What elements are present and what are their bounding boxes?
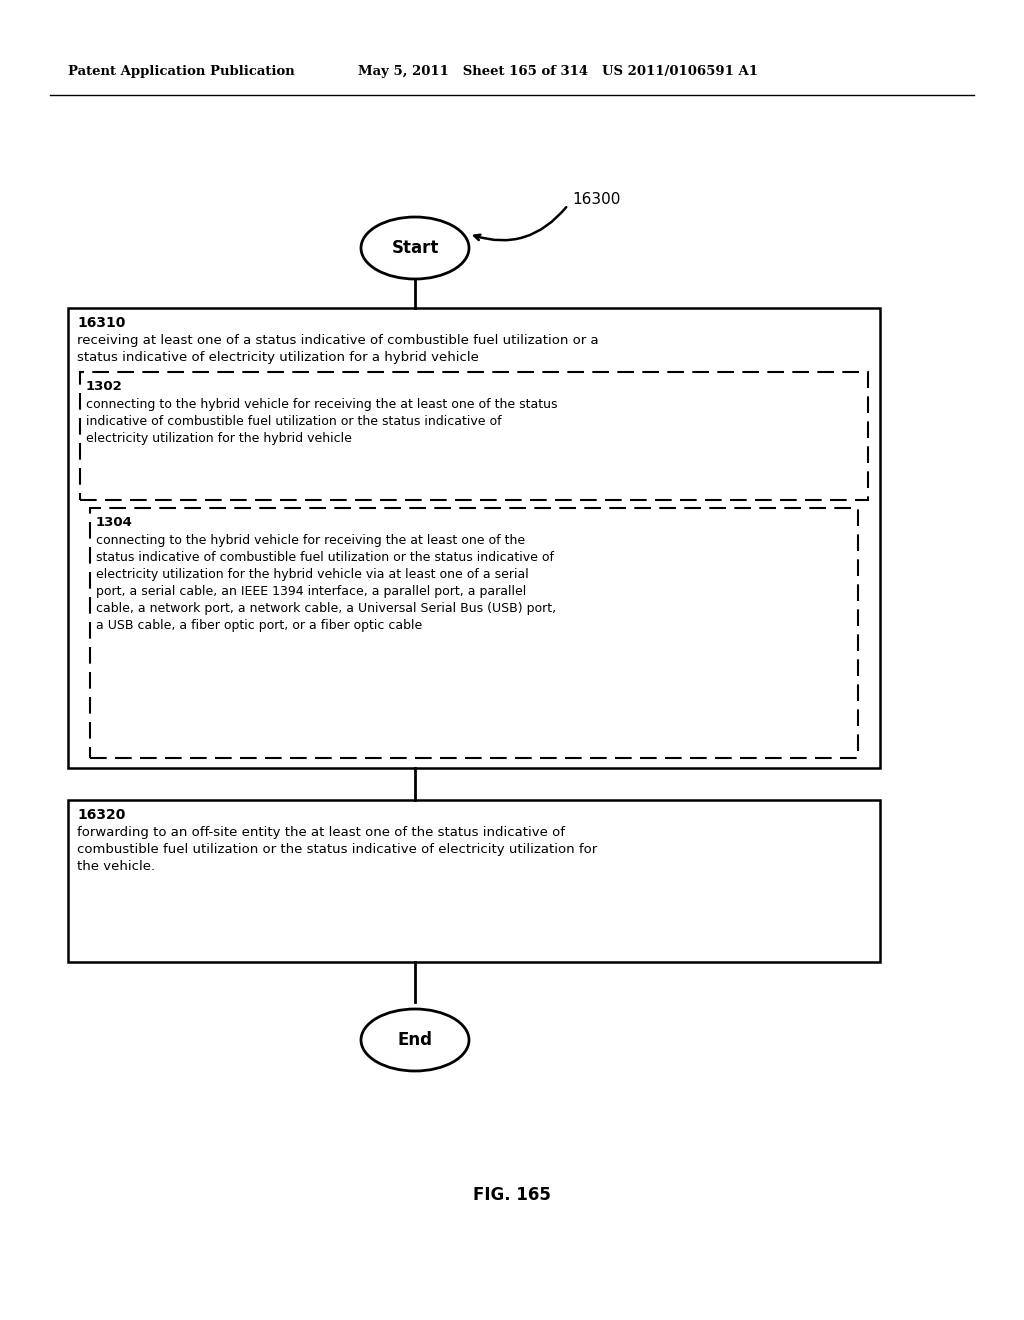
Ellipse shape bbox=[361, 216, 469, 279]
Text: May 5, 2011   Sheet 165 of 314   US 2011/0106591 A1: May 5, 2011 Sheet 165 of 314 US 2011/010… bbox=[358, 66, 758, 78]
Bar bbox=[68, 800, 880, 962]
Bar bbox=[90, 508, 858, 758]
Text: status indicative of electricity utilization for a hybrid vehicle: status indicative of electricity utiliza… bbox=[77, 351, 479, 364]
Text: combustible fuel utilization or the status indicative of electricity utilization: combustible fuel utilization or the stat… bbox=[77, 843, 597, 855]
Text: Start: Start bbox=[391, 239, 438, 257]
Text: End: End bbox=[397, 1031, 432, 1049]
Text: port, a serial cable, an IEEE 1394 interface, a parallel port, a parallel: port, a serial cable, an IEEE 1394 inter… bbox=[96, 585, 526, 598]
Text: electricity utilization for the hybrid vehicle: electricity utilization for the hybrid v… bbox=[86, 432, 352, 445]
Ellipse shape bbox=[361, 1008, 469, 1071]
Text: 16320: 16320 bbox=[77, 808, 125, 822]
Text: a USB cable, a fiber optic port, or a fiber optic cable: a USB cable, a fiber optic port, or a fi… bbox=[96, 619, 422, 632]
Text: electricity utilization for the hybrid vehicle via at least one of a serial: electricity utilization for the hybrid v… bbox=[96, 568, 528, 581]
Text: receiving at least one of a status indicative of combustible fuel utilization or: receiving at least one of a status indic… bbox=[77, 334, 599, 347]
Text: the vehicle.: the vehicle. bbox=[77, 861, 155, 873]
Text: indicative of combustible fuel utilization or the status indicative of: indicative of combustible fuel utilizati… bbox=[86, 414, 502, 428]
Text: FIG. 165: FIG. 165 bbox=[473, 1185, 551, 1204]
Text: cable, a network port, a network cable, a Universal Serial Bus (USB) port,: cable, a network port, a network cable, … bbox=[96, 602, 556, 615]
Text: connecting to the hybrid vehicle for receiving the at least one of the: connecting to the hybrid vehicle for rec… bbox=[96, 535, 525, 546]
Bar bbox=[80, 372, 868, 500]
Text: forwarding to an off-site entity the at least one of the status indicative of: forwarding to an off-site entity the at … bbox=[77, 826, 565, 840]
Text: connecting to the hybrid vehicle for receiving the at least one of the status: connecting to the hybrid vehicle for rec… bbox=[86, 399, 557, 411]
Text: 16300: 16300 bbox=[572, 193, 621, 207]
Text: status indicative of combustible fuel utilization or the status indicative of: status indicative of combustible fuel ut… bbox=[96, 550, 554, 564]
Text: 16310: 16310 bbox=[77, 315, 125, 330]
Bar bbox=[68, 308, 880, 768]
Text: 1304: 1304 bbox=[96, 516, 133, 529]
Text: Patent Application Publication: Patent Application Publication bbox=[68, 66, 295, 78]
Text: 1302: 1302 bbox=[86, 380, 123, 393]
